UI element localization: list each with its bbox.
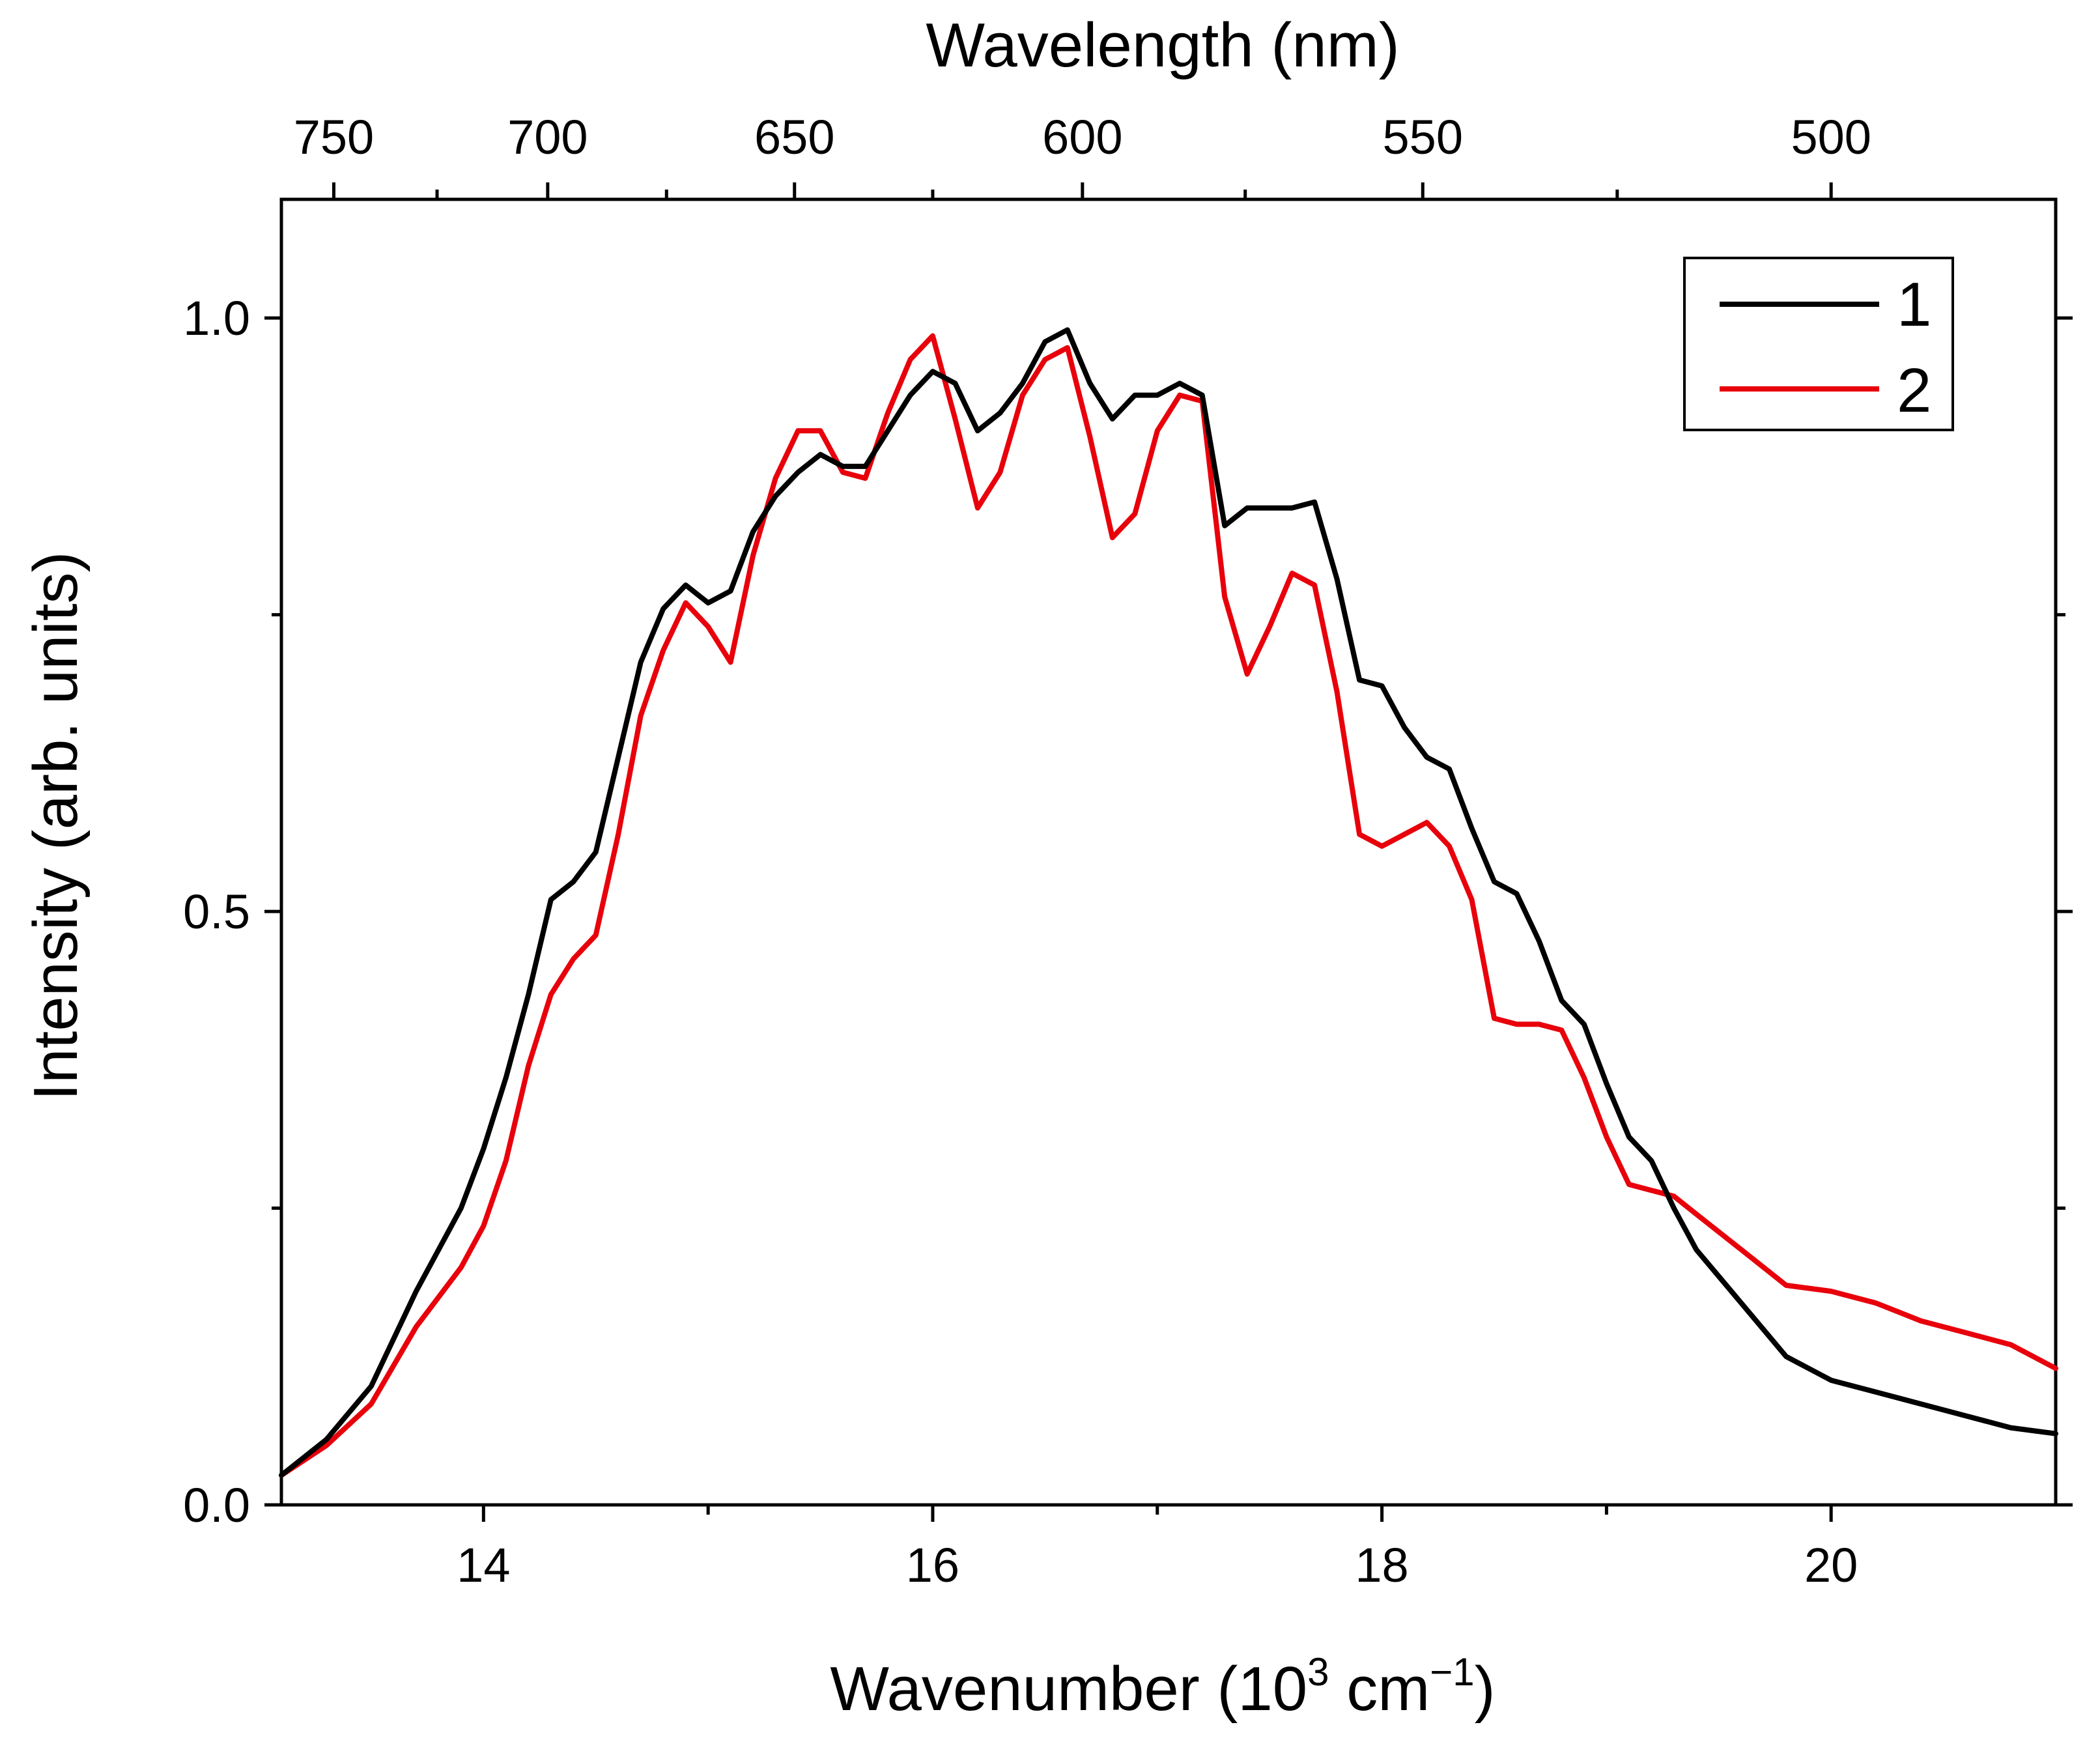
right-axis-ticks [2056, 316, 2073, 1507]
y-tick-label: 0.5 [183, 885, 250, 939]
legend-box [1683, 257, 1954, 431]
top-tick-labels: 750 700 650 600 550 500 [294, 110, 1871, 164]
legend: 1 2 [1683, 257, 1954, 431]
xlabel-sup1: 3 [1307, 1650, 1329, 1694]
top-axis-title: Wavelength (nm) [926, 10, 1399, 80]
x-tick-label: 14 [457, 1538, 510, 1592]
left-tick-labels: 0.0 0.5 1.0 [183, 291, 250, 1532]
series-line-1 [279, 327, 2058, 1478]
y-tick-label: 1.0 [183, 291, 250, 345]
x-tick-label: 16 [906, 1538, 959, 1592]
top-tick-label: 700 [507, 110, 588, 164]
top-tick-label: 500 [1791, 110, 1871, 164]
x-tick-label: 20 [1804, 1538, 1858, 1592]
top-tick-label: 750 [294, 110, 374, 164]
series-line-2 [279, 333, 2058, 1478]
top-tick-label: 600 [1042, 110, 1122, 164]
xlabel-prefix: Wavenumber (10 [830, 1654, 1307, 1724]
top-tick-label: 550 [1383, 110, 1463, 164]
bottom-axis-title: Wavenumber (103 cm−1) [830, 1650, 1495, 1724]
plot-frame [279, 197, 2058, 1507]
series-layer [279, 327, 2058, 1478]
bottom-axis-ticks [481, 1505, 1833, 1522]
y-tick-label: 0.0 [183, 1478, 250, 1532]
left-axis-ticks [264, 316, 281, 1507]
xlabel-mid: cm [1329, 1654, 1430, 1724]
top-axis-ticks [332, 182, 1833, 199]
xlabel-sup2: −1 [1430, 1650, 1474, 1694]
legend-label-2: 2 [1897, 356, 1931, 425]
x-tick-label: 18 [1355, 1538, 1408, 1592]
xlabel-suffix: ) [1475, 1654, 1496, 1724]
left-axis-title: Intensity (arb. units) [21, 552, 91, 1101]
bottom-tick-labels: 14 16 18 20 [457, 1538, 1858, 1592]
top-tick-label: 650 [754, 110, 834, 164]
legend-label-1: 1 [1897, 270, 1931, 339]
